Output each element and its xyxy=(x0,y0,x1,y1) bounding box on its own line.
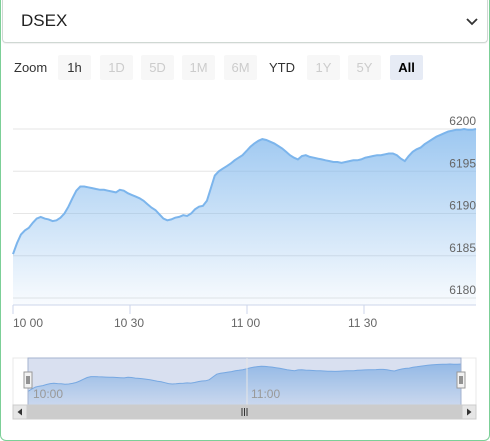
x-axis-ticks: 10 00 10 30 11 00 11 30 xyxy=(12,305,377,330)
navigator-area xyxy=(27,363,462,406)
arrow-right-icon xyxy=(467,408,472,416)
y-tick-label: 6190 xyxy=(449,199,476,213)
chevron-down-icon xyxy=(466,18,478,26)
zoom-button-6m[interactable]: 6M xyxy=(224,55,257,80)
price-area xyxy=(13,129,476,305)
zoom-button-1h[interactable]: 1h xyxy=(58,55,91,80)
zoom-button-ytd[interactable]: YTD xyxy=(269,60,295,75)
x-tick-label: 11 00 xyxy=(231,316,260,330)
x-tick-label: 10 30 xyxy=(114,316,144,330)
price-chart: 10 00 10 30 11 00 11 30 6200 6195 6190 6185 618… xyxy=(12,114,477,420)
arrow-left-icon xyxy=(17,408,22,416)
price-line xyxy=(12,127,477,255)
scroll-left-button[interactable] xyxy=(12,404,28,420)
index-dropdown[interactable]: DSEX xyxy=(2,0,488,43)
scrollbar-grip-icon xyxy=(241,408,248,416)
zoom-label: Zoom xyxy=(14,60,48,75)
y-tick-label: 6185 xyxy=(449,241,476,255)
dropdown-selected-value: DSEX xyxy=(21,11,68,30)
x-tick-label: 10 00 xyxy=(13,316,43,330)
zoom-button-1m[interactable]: 1M xyxy=(182,55,215,80)
scrollbar[interactable] xyxy=(12,404,477,420)
zoom-button-5y[interactable]: 5Y xyxy=(348,55,381,80)
y-tick-label: 6200 xyxy=(449,114,476,128)
navigator-handle-right[interactable] xyxy=(456,371,466,389)
navigator-ticks: 10:00 11:00 xyxy=(33,387,280,401)
navigator-tick-label: 10:00 xyxy=(33,387,63,401)
navigator-handle-left[interactable] xyxy=(23,371,33,389)
y-tick-label: 6180 xyxy=(449,283,476,297)
y-axis-labels: 6200 6195 6190 6185 6180 xyxy=(449,114,476,297)
zoom-button-1y[interactable]: 1Y xyxy=(307,55,340,80)
y-tick-label: 6195 xyxy=(449,156,476,170)
zoom-button-all[interactable]: All xyxy=(390,55,423,80)
zoom-button-1d[interactable]: 1D xyxy=(100,55,133,80)
x-tick-label: 11 30 xyxy=(348,316,377,330)
navigator-mask[interactable] xyxy=(27,357,462,406)
zoom-button-5d[interactable]: 5D xyxy=(141,55,174,80)
navigator-tick-label: 11:00 xyxy=(251,387,280,401)
scroll-right-button[interactable] xyxy=(461,404,477,420)
navigator[interactable]: 10:00 11:00 xyxy=(12,357,477,406)
